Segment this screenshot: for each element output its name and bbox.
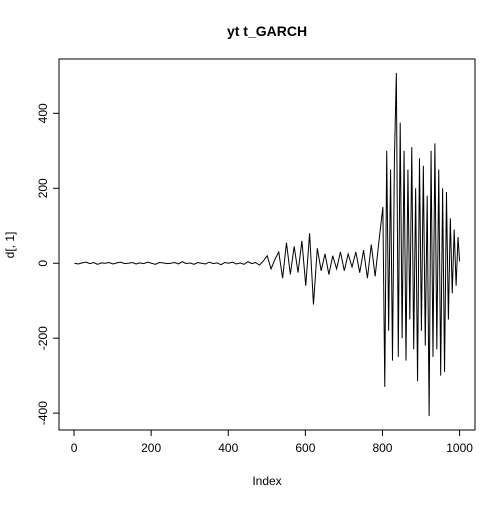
series-line	[74, 72, 461, 417]
y-tick-label: -200	[36, 326, 50, 350]
x-tick-label: 800	[372, 441, 392, 455]
y-tick-label: 0	[36, 260, 50, 267]
y-tick-label: 400	[36, 103, 50, 123]
x-tick-label: 1000	[446, 441, 473, 455]
x-tick-label: 200	[141, 441, 161, 455]
y-tick-label: -400	[36, 401, 50, 425]
x-tick-label: 0	[71, 441, 78, 455]
x-tick-label: 600	[295, 441, 315, 455]
y-tick-label: 200	[36, 178, 50, 198]
x-tick-label: 400	[218, 441, 238, 455]
chart-title: yt t_GARCH	[227, 23, 307, 39]
x-axis-label: Index	[252, 474, 281, 488]
y-axis-label: d[, 1]	[3, 232, 17, 259]
